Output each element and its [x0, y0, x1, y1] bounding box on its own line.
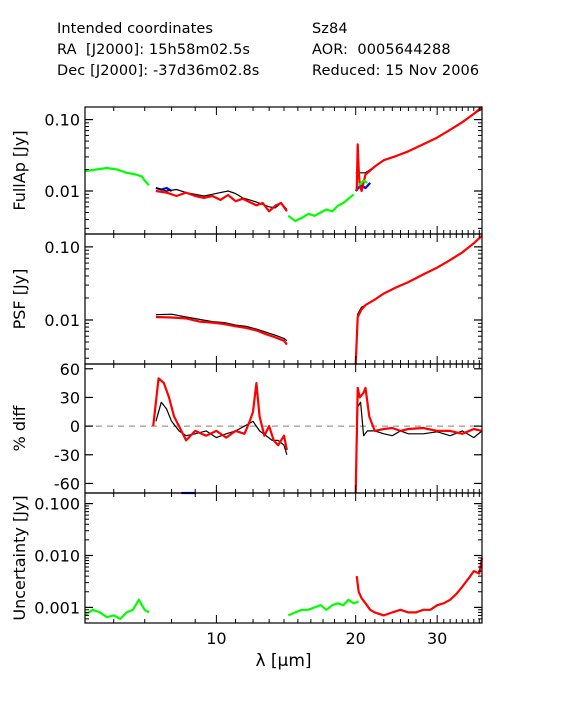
y-tick-label: 0.10: [44, 111, 80, 130]
fullap-series-red-3: [155, 189, 288, 213]
header-dec: Dec [J2000]: -37d36m02.8s: [57, 63, 260, 79]
psf-series-black-0: [155, 313, 288, 342]
panel-frame: [84, 233, 483, 365]
y-tick-label: -60: [54, 474, 80, 493]
fullap-series-red-7: [355, 106, 483, 193]
header-aor: AOR: 0005644288: [312, 42, 451, 58]
panel-psf: 0.10 0.01 PSF [Jy]: [10, 233, 483, 365]
y-axis-label: Uncertainty [Jy]: [10, 495, 29, 620]
psf-series-red-1: [155, 315, 288, 346]
y-tick-label: 0.001: [34, 598, 80, 617]
y-tick-label: 0: [70, 417, 80, 436]
uncertainty-series-green-0: [84, 598, 150, 621]
fullap-series-green-8: [357, 179, 368, 187]
y-tick-label: 0.100: [34, 495, 80, 514]
psf-series-red-3: [354, 234, 483, 365]
panel-uncertainty: 0.100 0.010 0.001 10 20 30 Uncertainty [Jy] λ […: [10, 492, 484, 671]
x-tick-label: 10: [206, 629, 226, 648]
y-tick-label: 0.01: [44, 182, 80, 201]
pctdiff-series-red-1: [152, 377, 288, 451]
x-tick-label: 30: [427, 629, 447, 648]
panel-pctdiff: 60 30 0 -30 -60 % diff: [10, 360, 483, 495]
header-target-label: Intended coordinates: [57, 21, 214, 37]
y-axis-label: % diff: [10, 405, 29, 452]
panel-fullap: 0.10 0.01 FullAp [Jy]: [10, 106, 483, 235]
fullap-series-black-6: [355, 108, 483, 174]
y-tick-label: 30: [60, 388, 80, 407]
y-tick-label: 0.10: [44, 238, 80, 257]
y-tick-label: 60: [60, 360, 80, 379]
fullap-series-green-4: [287, 193, 355, 223]
panel-frame: [84, 492, 483, 624]
fullap-series-green-0: [84, 166, 150, 187]
x-tick-label: 20: [346, 629, 366, 648]
panel-frame: [84, 106, 483, 235]
pctdiff-series-red-3: [354, 386, 483, 494]
header-reduced-date: Reduced: 15 Nov 2006: [312, 63, 480, 79]
header-ra: RA [J2000]: 15h58m02.5s: [57, 42, 251, 58]
y-axis-label: PSF [Jy]: [10, 269, 29, 330]
uncertainty-series-red-2: [355, 557, 484, 617]
x-axis-label: λ [μm]: [255, 651, 311, 671]
y-tick-label: 0.010: [34, 546, 80, 565]
y-tick-label: -30: [54, 446, 80, 465]
uncertainty-series-green-1: [287, 598, 360, 617]
y-tick-label: 0.01: [44, 311, 80, 330]
pctdiff-series-black-2: [355, 401, 483, 494]
y-axis-label: FullAp [Jy]: [10, 130, 29, 210]
pctdiff-series-black-0: [155, 401, 288, 455]
header-object-name: Sz84: [312, 21, 348, 37]
